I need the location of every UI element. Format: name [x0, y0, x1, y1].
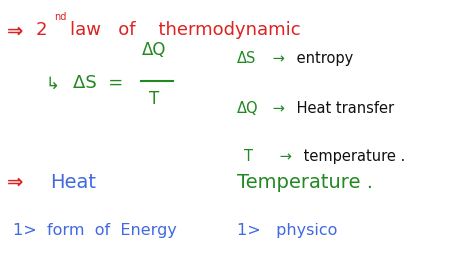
Text: ΔQ: ΔQ — [142, 40, 166, 59]
Text: Heat transfer: Heat transfer — [292, 101, 393, 116]
Text: ΔQ: ΔQ — [237, 101, 259, 116]
Text: ΔS  =: ΔS = — [73, 74, 124, 93]
Text: →: → — [268, 51, 285, 65]
Text: ⇒: ⇒ — [7, 173, 24, 192]
Text: T: T — [149, 90, 159, 109]
Text: →: → — [275, 149, 292, 164]
Text: ΔS: ΔS — [237, 51, 256, 65]
Text: Heat: Heat — [50, 173, 96, 192]
Text: T: T — [244, 149, 253, 164]
Text: nd: nd — [55, 12, 67, 22]
Text: entropy: entropy — [292, 51, 353, 65]
Text: ⇒: ⇒ — [7, 21, 24, 40]
Text: →: → — [268, 101, 285, 116]
Text: law   of    thermodynamic: law of thermodynamic — [70, 21, 301, 39]
Text: 2: 2 — [36, 21, 47, 39]
Text: 1>   physico: 1> physico — [237, 223, 337, 238]
Text: ↳: ↳ — [45, 74, 59, 93]
Text: temperature .: temperature . — [299, 149, 405, 164]
Text: 1>  form  of  Energy: 1> form of Energy — [13, 223, 177, 238]
Text: Temperature .: Temperature . — [237, 173, 373, 192]
